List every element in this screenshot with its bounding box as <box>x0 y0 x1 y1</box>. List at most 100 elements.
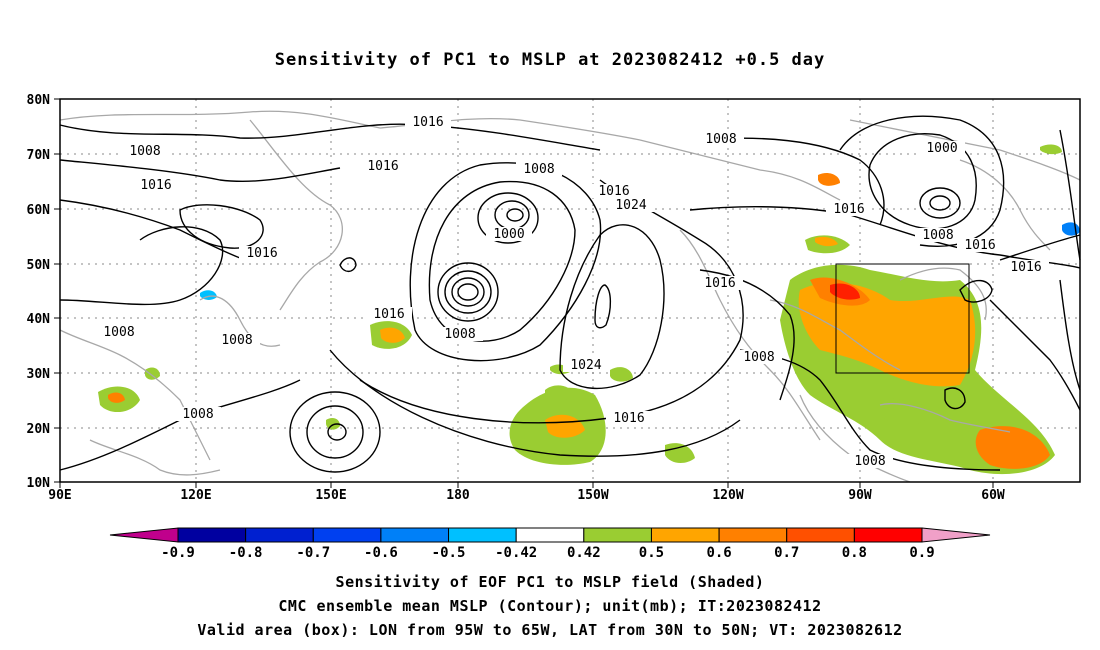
contour-label: 1016 <box>133 178 179 193</box>
svg-text:1016: 1016 <box>367 159 398 174</box>
lat-label: 30N <box>27 367 51 382</box>
colorbar-low-arrow <box>109 527 179 543</box>
colorbar-cell <box>448 527 517 543</box>
lat-label: 70N <box>27 148 51 163</box>
lon-label: 90W <box>848 488 872 503</box>
contour-label: 1008 <box>736 350 782 365</box>
svg-text:1008: 1008 <box>922 228 953 243</box>
shading-orange-ne <box>815 236 838 247</box>
contour-label: 1000 <box>486 227 532 242</box>
contour-label: 1008 <box>516 162 562 177</box>
contour-label: 1016 <box>366 307 412 322</box>
axis-ticks <box>54 98 994 488</box>
shading-orange-canada <box>818 172 840 186</box>
contour-label: 1016 <box>606 411 652 426</box>
colorbar-label: 0.7 <box>774 545 799 561</box>
svg-text:1016: 1016 <box>1010 260 1041 275</box>
svg-text:1016: 1016 <box>598 184 629 199</box>
colorbar-label: 0.6 <box>706 545 731 561</box>
svg-text:1016: 1016 <box>833 202 864 217</box>
svg-text:1008: 1008 <box>103 325 134 340</box>
colorbar-labels: -0.9 -0.8 -0.7 -0.6 -0.5 -0.42 0.42 0.5 0.6 0.7 0.… <box>161 545 935 561</box>
colorbar-label: -0.8 <box>229 545 263 561</box>
shading-green-ph <box>145 367 160 380</box>
svg-text:1008: 1008 <box>705 132 736 147</box>
lon-label: 180 <box>446 488 470 503</box>
colorbar-label: -0.42 <box>495 545 537 561</box>
contour-label: 1016 <box>360 159 406 174</box>
contour-label: 1016 <box>826 202 872 217</box>
shading-orange-scs <box>108 392 125 403</box>
svg-text:1016: 1016 <box>704 276 735 291</box>
svg-text:1008: 1008 <box>444 327 475 342</box>
svg-text:1016: 1016 <box>246 246 277 261</box>
colorbar-label: -0.7 <box>296 545 330 561</box>
lon-label: 150W <box>577 488 608 503</box>
shading-orange-npac <box>380 327 405 343</box>
lon-label: 120W <box>712 488 743 503</box>
caption-line-1: Sensitivity of EOF PC1 to MSLP field (Sh… <box>335 573 765 591</box>
contour-label: 1016 <box>957 238 1003 253</box>
contour-label: 1016 <box>697 276 743 291</box>
contour-label: 1024 <box>563 358 609 373</box>
colorbar-cell <box>515 527 585 543</box>
colorbar: -0.9 -0.8 -0.7 -0.6 -0.5 -0.42 0.42 0.5 0.6 0.7 0.… <box>109 527 991 561</box>
shading-red-east <box>830 283 860 300</box>
colorbar-cell <box>312 527 382 543</box>
shading-green-epac <box>665 443 695 464</box>
contour-label: 1008 <box>437 327 483 342</box>
contour-label: 1024 <box>608 198 654 213</box>
svg-text:1008: 1008 <box>854 454 885 469</box>
colorbar-label: 0.9 <box>909 545 934 561</box>
contour-label: 1016 <box>591 184 637 199</box>
shading-green-greenland <box>1040 144 1062 155</box>
colorbar-cell <box>583 527 652 543</box>
svg-text:1016: 1016 <box>373 307 404 322</box>
colorbar-label: 0.5 <box>639 545 664 561</box>
shading-green-cpac4 <box>610 367 633 382</box>
svg-text:1008: 1008 <box>182 407 213 422</box>
caption-line-3: Valid area (box): LON from 95W to 65W, L… <box>197 621 903 639</box>
sensitivity-shading <box>98 144 1080 475</box>
lon-label: 60W <box>981 488 1005 503</box>
contour-label: 1008 <box>214 333 260 348</box>
shading-orange-east <box>798 282 976 387</box>
contour-label: 1008 <box>847 454 893 469</box>
svg-text:1016: 1016 <box>613 411 644 426</box>
contour-label: 1008 <box>122 144 168 159</box>
lat-label: 10N <box>27 476 51 491</box>
svg-text:1008: 1008 <box>523 162 554 177</box>
svg-text:1000: 1000 <box>493 227 524 242</box>
contour-label: 1016 <box>405 115 451 130</box>
contour-label: 1000 <box>919 141 965 156</box>
map-panel: 1016 1008 1016 1016 1008 1016 1024 1000 … <box>27 93 1081 503</box>
map-border <box>59 98 1081 483</box>
shading-orange-se <box>975 426 1050 469</box>
caption-line-2: CMC ensemble mean MSLP (Contour); unit(m… <box>278 597 822 615</box>
colorbar-cell <box>245 527 314 543</box>
contour-label: 1016 <box>239 246 285 261</box>
svg-text:1024: 1024 <box>570 358 601 373</box>
svg-text:1024: 1024 <box>615 198 646 213</box>
lat-label: 40N <box>27 312 51 327</box>
chart-title: Sensitivity of PC1 to MSLP at 2023082412… <box>274 50 826 70</box>
colorbar-label: 0.8 <box>842 545 867 561</box>
svg-text:1000: 1000 <box>926 141 957 156</box>
colorbar-cell <box>786 527 855 543</box>
lat-labels: 80N 70N 60N 50N 40N 30N 20N 10N <box>27 93 51 491</box>
lon-label: 120E <box>180 488 211 503</box>
svg-text:1016: 1016 <box>412 115 443 130</box>
colorbar-cells <box>177 527 923 543</box>
svg-text:1016: 1016 <box>964 238 995 253</box>
colorbar-label: 0.42 <box>567 545 601 561</box>
colorbar-label: -0.5 <box>432 545 466 561</box>
colorbar-label: -0.6 <box>364 545 398 561</box>
svg-text:1008: 1008 <box>743 350 774 365</box>
svg-text:1008: 1008 <box>129 144 160 159</box>
contour-label: 1008 <box>698 132 744 147</box>
lat-label: 20N <box>27 422 51 437</box>
lon-labels: 90E 120E 150E 180 150W 120W 90W 60W <box>48 488 1005 503</box>
contour-labels: 1016 1008 1016 1016 1008 1016 1024 1000 … <box>96 115 1049 469</box>
grid-lines <box>60 99 1080 482</box>
